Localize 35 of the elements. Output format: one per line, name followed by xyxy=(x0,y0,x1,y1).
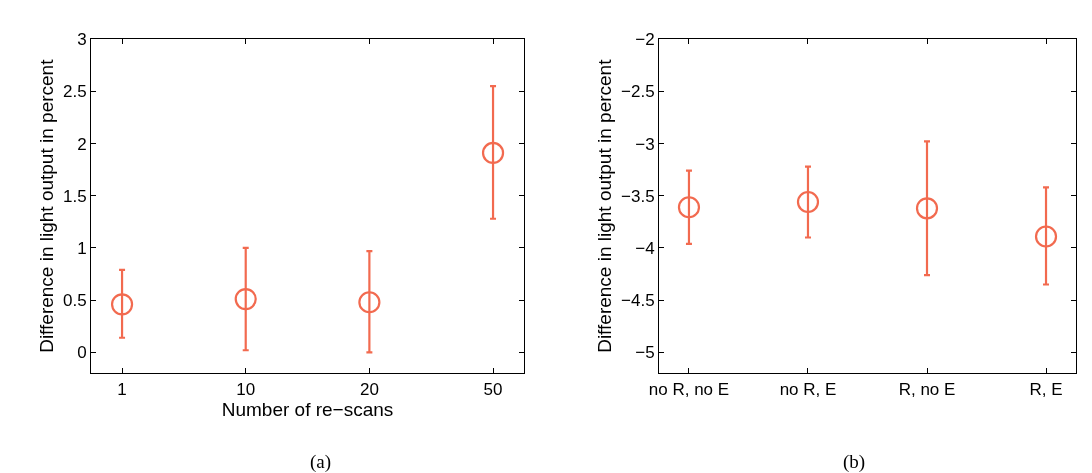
x-tick-label: 1 xyxy=(117,379,127,399)
y-tick-label: −3.5 xyxy=(621,186,655,206)
y-tick-label: 2 xyxy=(77,134,87,154)
x-tick-label: 50 xyxy=(483,379,503,399)
x-tick-label: no R, no E xyxy=(648,379,730,399)
y-tick-label: −5 xyxy=(635,343,655,363)
y-tick-label: 0 xyxy=(77,343,87,363)
text: (a) xyxy=(310,451,332,473)
y-tick-label: −2 xyxy=(635,30,655,50)
x-tick-label: 10 xyxy=(236,379,256,399)
x-tick-label: R, E xyxy=(1029,379,1063,399)
point xyxy=(358,291,381,314)
y-axis-title: Difference in light output in percent xyxy=(35,58,57,353)
y-tick-label: −3 xyxy=(635,134,655,154)
y-tick-label: 2.5 xyxy=(62,82,87,102)
point xyxy=(234,288,257,311)
y-tick-label: 3 xyxy=(77,30,87,50)
point xyxy=(796,190,820,214)
x-axis-title: Number of re−scans xyxy=(221,398,394,420)
y-tick-label: −4 xyxy=(635,238,655,258)
point xyxy=(481,141,505,165)
point xyxy=(677,196,701,219)
y-tick-label: 1 xyxy=(77,238,87,258)
y-tick-label: 1.5 xyxy=(62,186,87,206)
x-tick-label: no R, E xyxy=(779,379,837,399)
y-tick-label: 0.5 xyxy=(62,291,87,311)
y-tick-label: −4.5 xyxy=(621,291,655,311)
point xyxy=(915,197,939,220)
text: (b) xyxy=(843,451,866,473)
x-tick-label: 20 xyxy=(359,379,379,399)
point xyxy=(1034,225,1058,248)
point xyxy=(110,293,134,316)
y-axis-title: Difference in light output in percent xyxy=(593,58,615,353)
x-tick-label: R, no E xyxy=(898,379,956,399)
y-tick-label: −2.5 xyxy=(621,82,655,102)
